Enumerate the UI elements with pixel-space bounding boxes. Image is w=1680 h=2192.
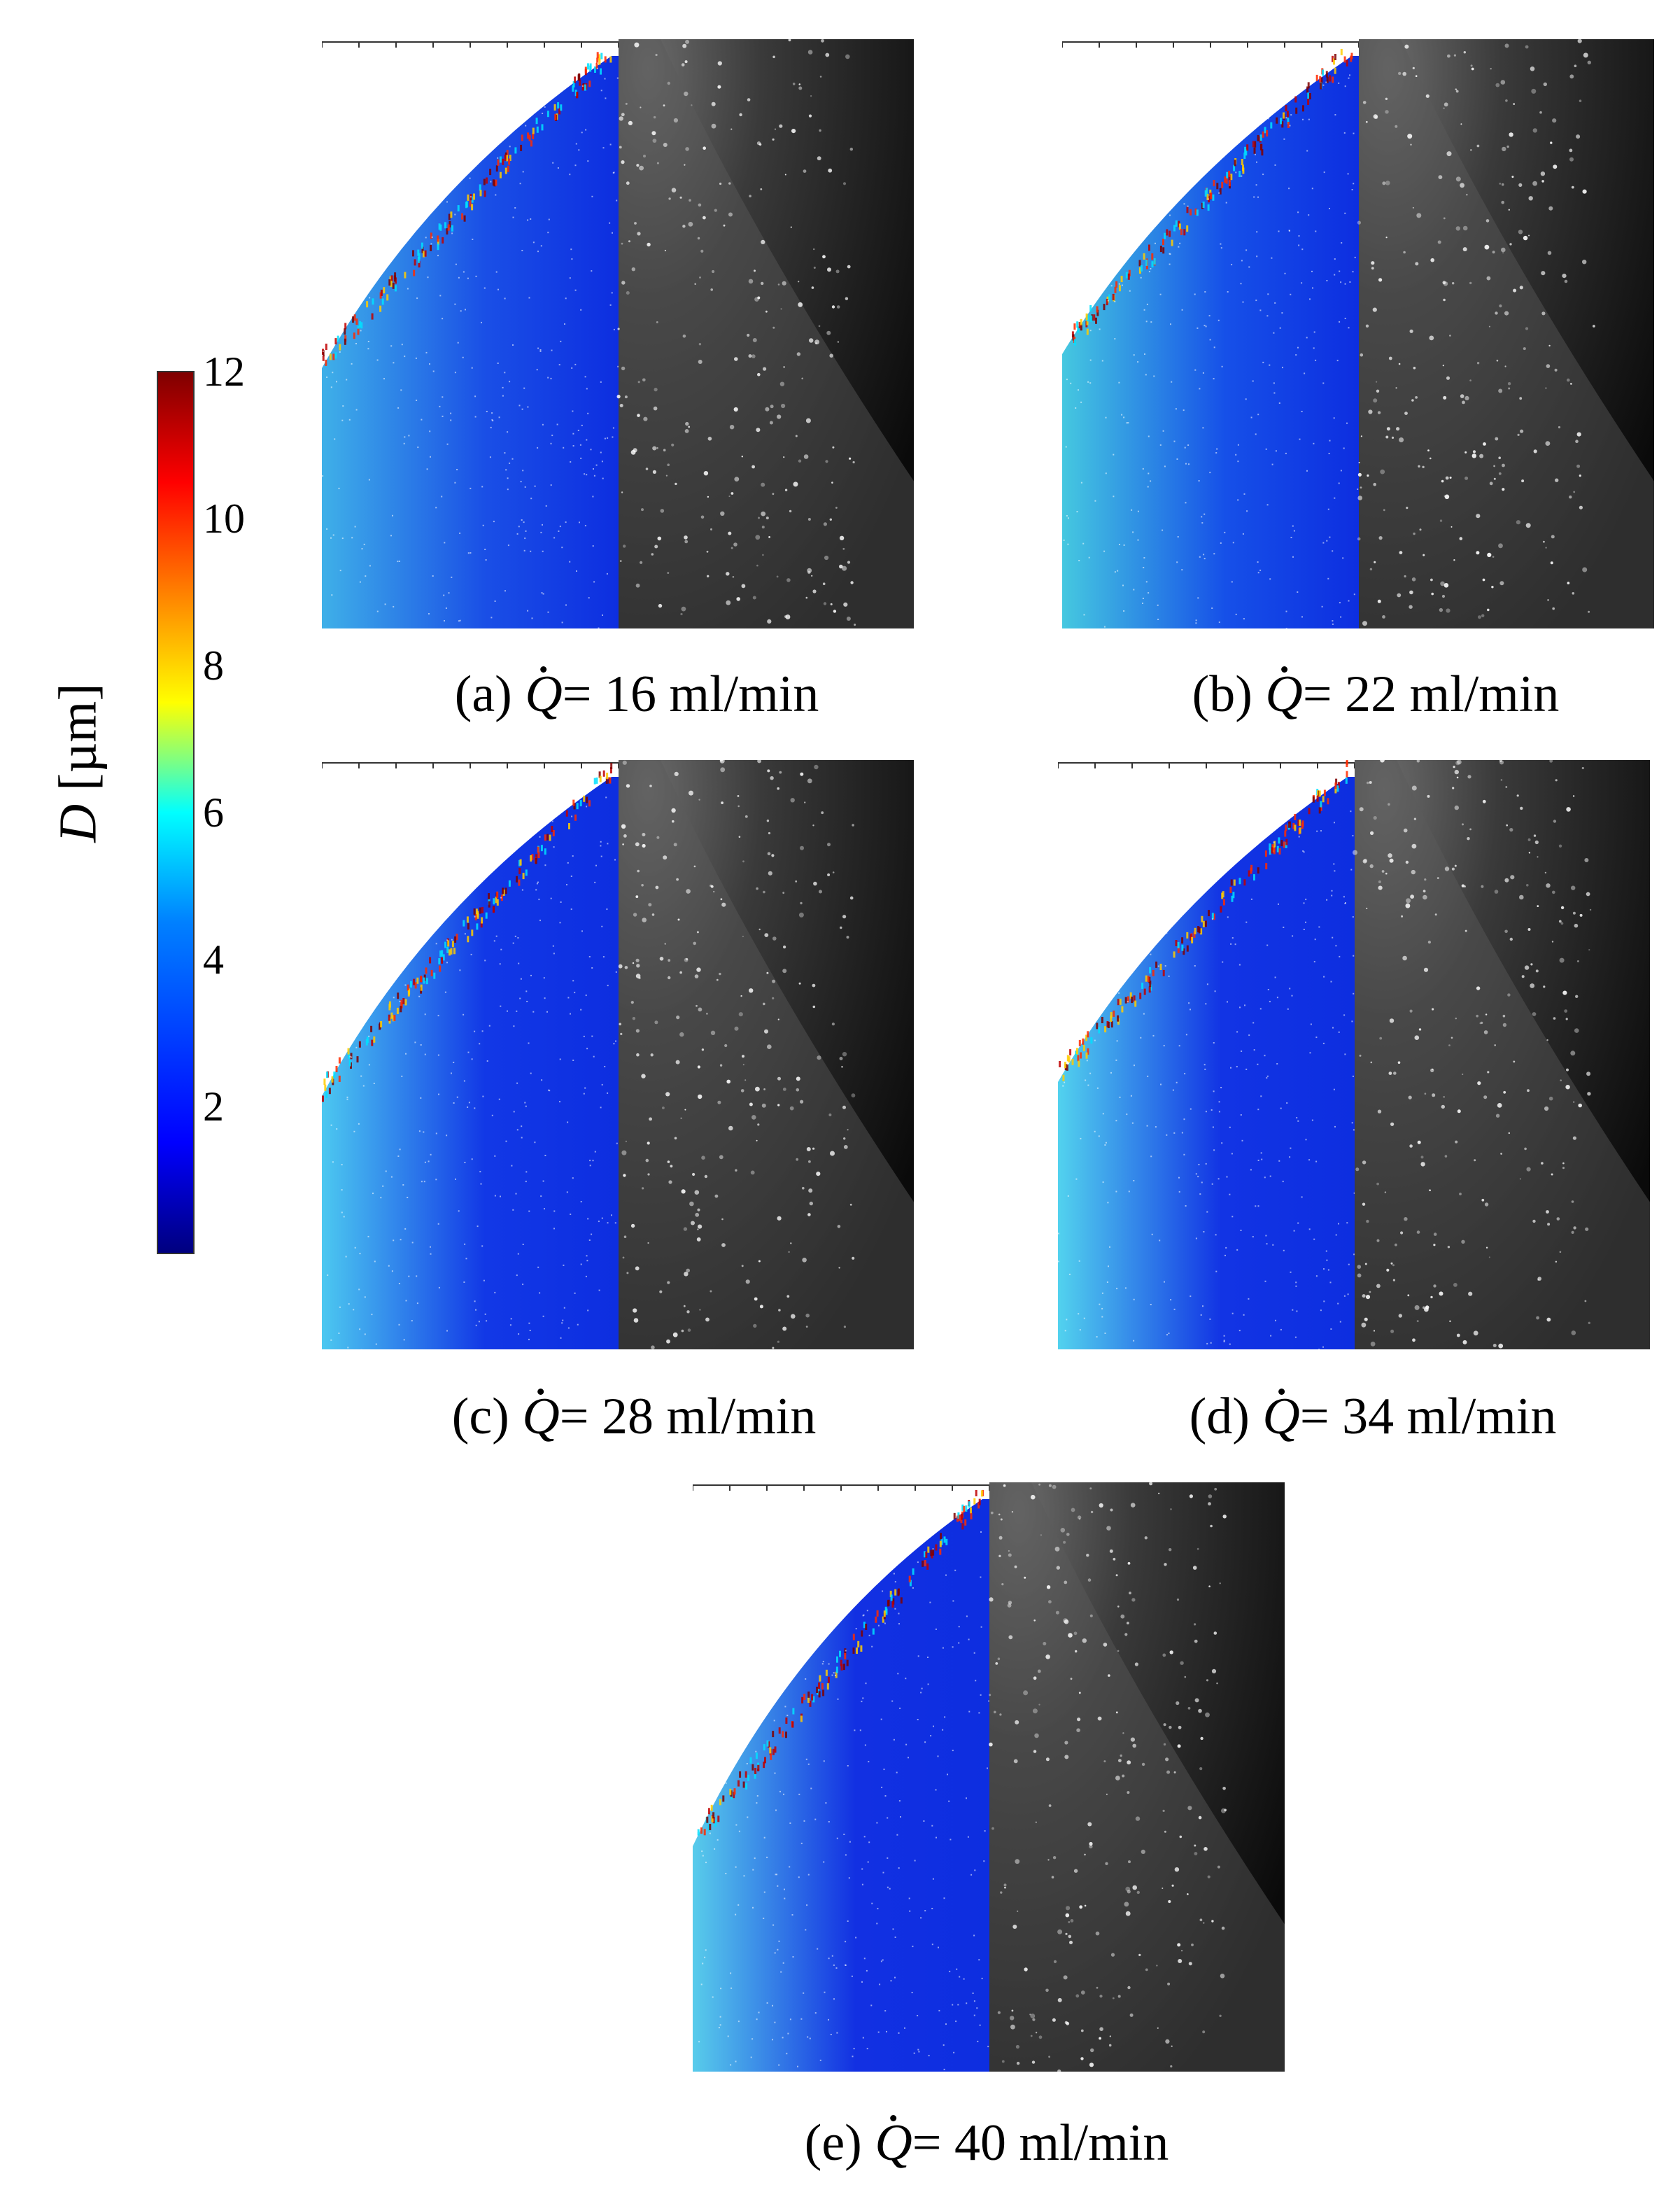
colorbar [157, 371, 195, 1254]
caption-a: (a) Q= 16 ml/min [454, 666, 819, 723]
colorbar-tick: 2 [203, 1083, 224, 1130]
spray-image [1062, 39, 1654, 628]
caption-e: (e) Q= 40 ml/min [804, 2114, 1169, 2172]
caption-c: (c) Q= 28 ml/min [451, 1388, 817, 1445]
caption-b: (b) Q= 22 ml/min [1192, 666, 1560, 723]
caption-d: (d) Q= 34 ml/min [1189, 1388, 1557, 1445]
colorbar-tick: 6 [203, 789, 224, 836]
colorbar-tick: 12 [203, 349, 245, 395]
spray-image [1058, 760, 1650, 1349]
spray-panel-c [322, 760, 914, 1349]
spray-image [322, 760, 914, 1349]
colorbar-label: D [µm] [48, 683, 108, 843]
spray-image [693, 1482, 1285, 2072]
spray-panel-b [1062, 39, 1654, 628]
spray-image [322, 39, 914, 628]
spray-panel-d [1058, 760, 1650, 1349]
colorbar-tick: 10 [203, 496, 245, 542]
colorbar-tick: 4 [203, 936, 224, 983]
spray-panel-a [322, 39, 914, 628]
spray-panel-e [693, 1482, 1285, 2072]
colorbar-tick: 8 [203, 642, 224, 689]
